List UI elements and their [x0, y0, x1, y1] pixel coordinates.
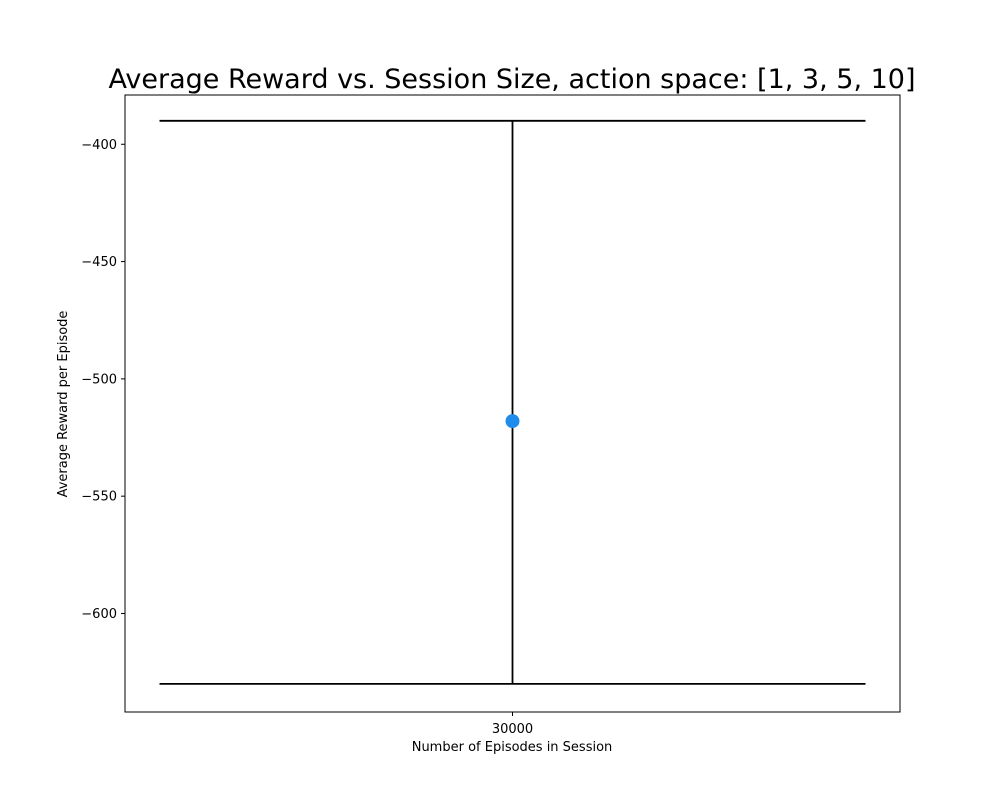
y-tick-label: −450: [81, 255, 117, 270]
x-axis-label: Number of Episodes in Session: [412, 740, 613, 755]
data-point: [505, 414, 520, 429]
x-tick-label: 30000: [492, 722, 533, 737]
y-tick-label: −400: [81, 138, 117, 153]
y-axis-label: Average Reward per Episode: [56, 311, 71, 498]
axes-frame: [124, 94, 901, 713]
chart-title: Average Reward vs. Session Size, action …: [108, 64, 915, 95]
plot-area: −400 −450 −500 −550 −600 30000: [81, 119, 866, 737]
y-tick-label: −600: [81, 607, 117, 622]
y-tick-label: −500: [81, 372, 117, 387]
y-tick-label: −550: [81, 490, 117, 505]
